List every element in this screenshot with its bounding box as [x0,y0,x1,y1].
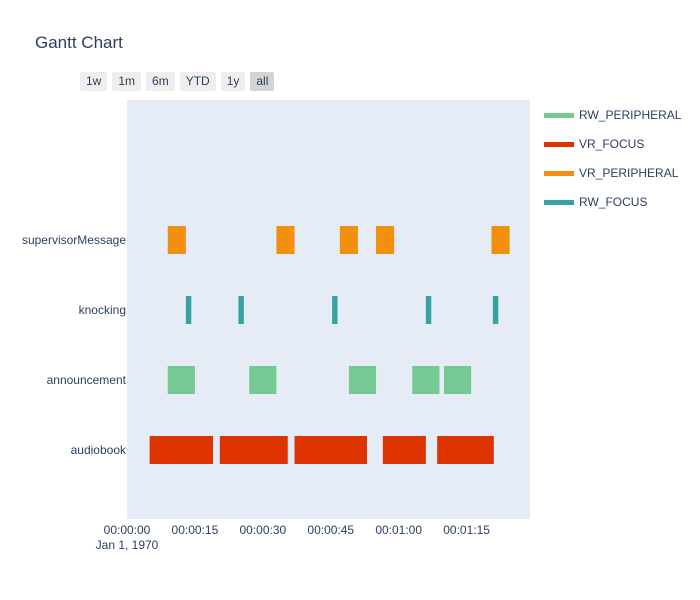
gantt-bar-announcement[interactable] [167,366,195,394]
y-tick-label-audiobook: audiobook [71,443,127,457]
gantt-bar-supervisormessage[interactable] [339,226,358,254]
x-tick-label: 00:00:45 [307,523,354,537]
legend-swatch [544,141,574,147]
legend-label: VR_PERIPHERAL [579,166,679,180]
chart-title: Gantt Chart [35,33,123,52]
gantt-bar-announcement[interactable] [249,366,277,394]
gantt-bar-audiobook[interactable] [382,436,426,464]
range-button-ytd[interactable]: YTD [179,72,216,91]
x-tick-label: 00:01:15 [443,523,490,537]
legend-swatch [544,112,574,118]
legend-swatch [544,170,574,176]
legend-item-vr-peripheral[interactable]: VR_PERIPHERAL [544,164,678,182]
gantt-bar-supervisormessage[interactable] [167,226,186,254]
x-tick-label: 00:01:00 [375,523,422,537]
gantt-bar-knocking[interactable] [185,296,192,324]
gantt-bar-knocking[interactable] [238,296,244,324]
x-tick-label: 00:00:00 [104,523,151,537]
gantt-bar-supervisormessage[interactable] [276,226,295,254]
legend-label: RW_PERIPHERAL [579,108,682,122]
legend-item-rw-peripheral[interactable]: RW_PERIPHERAL [544,106,681,124]
legend-label: RW_FOCUS [579,195,648,209]
gantt-bar-audiobook[interactable] [437,436,494,464]
y-tick-label-announcement: announcement [47,373,127,387]
gantt-bar-audiobook[interactable] [149,436,214,464]
legend-label: VR_FOCUS [579,137,645,151]
gantt-bar-announcement[interactable] [348,366,377,394]
gantt-bar-knocking[interactable] [492,296,499,324]
range-button-all[interactable]: all [250,72,275,91]
legend-item-rw-focus[interactable]: RW_FOCUS [544,193,647,211]
x-tick-label: 00:00:15 [172,523,219,537]
gantt-bar-knocking[interactable] [425,296,432,324]
legend-swatch [544,199,574,205]
gantt-bar-supervisormessage[interactable] [376,226,395,254]
gantt-bar-audiobook[interactable] [219,436,288,464]
gantt-bar-audiobook[interactable] [294,436,367,464]
y-tick-label-knocking: knocking [79,303,126,317]
gantt-bar-announcement[interactable] [443,366,472,394]
legend-item-vr-focus[interactable]: VR_FOCUS [544,135,644,153]
range-button-1y[interactable]: 1y [220,72,246,91]
y-axis: audiobook announcement knocking supervisorM… [22,233,127,457]
y-tick-label-supervisormessage: supervisorMessage [22,233,126,247]
x-axis: 00:00:00 00:00:15 00:00:30 00:00:45 00:01:00… [96,523,491,552]
x-tick-label: 00:00:30 [239,523,286,537]
range-button-6m[interactable]: 6m [146,72,175,91]
range-button-1w[interactable]: 1w [80,72,108,91]
bars-layer [149,226,510,464]
gantt-bar-supervisormessage[interactable] [491,226,510,254]
gantt-bar-knocking[interactable] [332,296,338,324]
range-selector: 1w 1m 6m YTD 1y all [80,72,275,91]
gantt-bar-announcement[interactable] [412,366,440,394]
range-button-1m[interactable]: 1m [112,72,142,91]
x-date-label: Jan 1, 1970 [96,538,159,552]
